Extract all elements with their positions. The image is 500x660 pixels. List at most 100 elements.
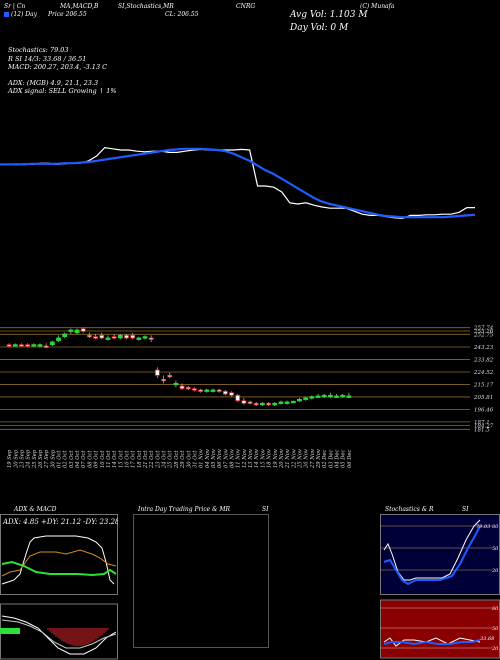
x-tick-label: 03 Dec (328, 450, 334, 468)
moving-average-chart (0, 146, 476, 220)
candle-body (74, 329, 80, 334)
y-tick-label: 257.74 (473, 326, 494, 332)
candle-body (260, 402, 265, 406)
x-tick-label: 02 Dec (322, 450, 328, 468)
y-tick-label: 252.75 (473, 332, 494, 338)
x-tick-label: 25 Oct (168, 450, 174, 469)
price-label: Price 206.55 (48, 11, 87, 18)
x-tick-label: 12 Nov (242, 449, 248, 468)
adx-macd-panel: ADX: 4.85 +DY: 21.12 -DY: 23.28 (0, 514, 118, 660)
x-tick-label: 23 Oct (155, 450, 161, 469)
candle-body (80, 328, 86, 332)
x-tick-label: 01 Nov (199, 449, 205, 468)
candle-body (204, 389, 210, 392)
candle-body (229, 392, 234, 396)
candle-body (130, 334, 136, 339)
macd-line (1, 615, 117, 655)
x-tick-label: 26 Sep (38, 449, 44, 469)
candle-body (56, 337, 61, 342)
x-tick-label: 08 Nov (230, 449, 236, 468)
candle-body (241, 400, 247, 404)
candle-body (87, 334, 92, 338)
x-tick-label: 05 Dec (341, 450, 347, 468)
candle-body (148, 337, 154, 340)
candle-body (235, 394, 241, 402)
stoch-k-line (383, 519, 481, 581)
candle-body (278, 401, 284, 404)
y-tick-label: 243.23 (473, 345, 494, 351)
x-tick-label: 02 Oct (63, 450, 69, 468)
candle-body (49, 341, 55, 346)
candle-body (327, 394, 333, 398)
x-tick-label: 24 Oct (162, 450, 168, 469)
series-line-ma (0, 147, 476, 219)
x-tick-label: 21 Nov (285, 449, 291, 469)
y-tick-label: 224.52 (473, 370, 494, 376)
candle-body (136, 337, 142, 340)
candle-body (321, 394, 327, 398)
candle-body (192, 388, 197, 391)
candle-body (173, 382, 179, 386)
x-tick-label: 22 Nov (291, 449, 297, 469)
candle-body (117, 334, 123, 339)
x-tick-label: 01 Oct (57, 450, 63, 468)
stoch-level-label: 80 (492, 524, 499, 530)
rsi-readout: R SI 14/3: 33.68 / 36.51 (8, 55, 87, 63)
candle-body (297, 398, 302, 402)
candle-body (19, 344, 24, 347)
stoch-panel-title: Stochastics & R (385, 506, 434, 513)
candle-body (334, 395, 339, 398)
candle-body (31, 344, 37, 347)
provider-label: (C) Munafa (360, 3, 395, 10)
rsi-signal-line (383, 639, 481, 646)
candle-body (185, 386, 191, 390)
rsi-value-label: 33.68 (480, 636, 494, 642)
avg-volume: Avg Vol: 1.103 M (290, 10, 368, 20)
stoch-d-line (383, 525, 481, 586)
candle-body (43, 345, 49, 348)
x-tick-label: 27 Sep (44, 449, 50, 469)
x-tick-label: 09 Oct (94, 450, 100, 468)
x-tick-label: 20 Sep (13, 449, 19, 469)
candle-body (309, 396, 315, 399)
candle-body (37, 344, 43, 347)
x-tick-label: 03 Oct (69, 450, 75, 468)
x-tick-label: 28 Oct (174, 450, 180, 469)
x-tick-label: 16 Oct (124, 450, 130, 468)
stoch-panel-title-right: SI (462, 506, 469, 513)
y-tick-label: 196.46 (474, 407, 494, 413)
x-tick-label: 24 Sep (26, 449, 32, 469)
di-line (1, 549, 117, 577)
x-tick-label: 29 Oct (180, 450, 186, 469)
x-tick-label: 08 Oct (87, 450, 93, 468)
x-tick-label: 17 Oct (131, 450, 137, 468)
close-label: CL: 206.55 (165, 11, 199, 18)
candle-body (62, 333, 68, 338)
y-tick-label: 184.27 (474, 424, 494, 430)
intraday-panel (133, 514, 269, 648)
candle-body (25, 344, 31, 347)
macd-readout: MACD: 200.27, 203.4, -3.13 C (8, 63, 108, 71)
stoch-value-label: 79.03 (476, 524, 490, 530)
x-tick-label: 18 Oct (137, 450, 143, 468)
x-tick-label: 07 Oct (81, 450, 87, 468)
candle-body (340, 394, 346, 398)
candle-body (210, 389, 216, 392)
candle-body (253, 402, 259, 406)
stoch-label: SI,Stochastics,MR (118, 3, 174, 10)
x-tick-label: 06 Dec (347, 450, 353, 468)
x-tick-label: 07 Nov (223, 449, 229, 468)
x-tick-label: 11 Nov (236, 449, 242, 468)
stochastics-readout: Stochastics: 79.03 (8, 46, 69, 54)
y-tick-label: 205.81 (473, 395, 493, 401)
x-tick-label: 26 Nov (304, 449, 310, 469)
indicators-label: MA,MACD,B (60, 3, 99, 10)
x-tick-label: 04 Oct (75, 450, 81, 468)
macd-signal-line (1, 619, 117, 649)
x-tick-label: 23 Sep (19, 449, 25, 469)
adx-value-label: ADX: 4.85 +DY: 21.12 -DY: 23.28 (2, 518, 118, 526)
x-tick-label: 10 Oct (100, 450, 106, 468)
x-tick-label: 20 Nov (279, 449, 285, 469)
candle-body (12, 344, 18, 347)
